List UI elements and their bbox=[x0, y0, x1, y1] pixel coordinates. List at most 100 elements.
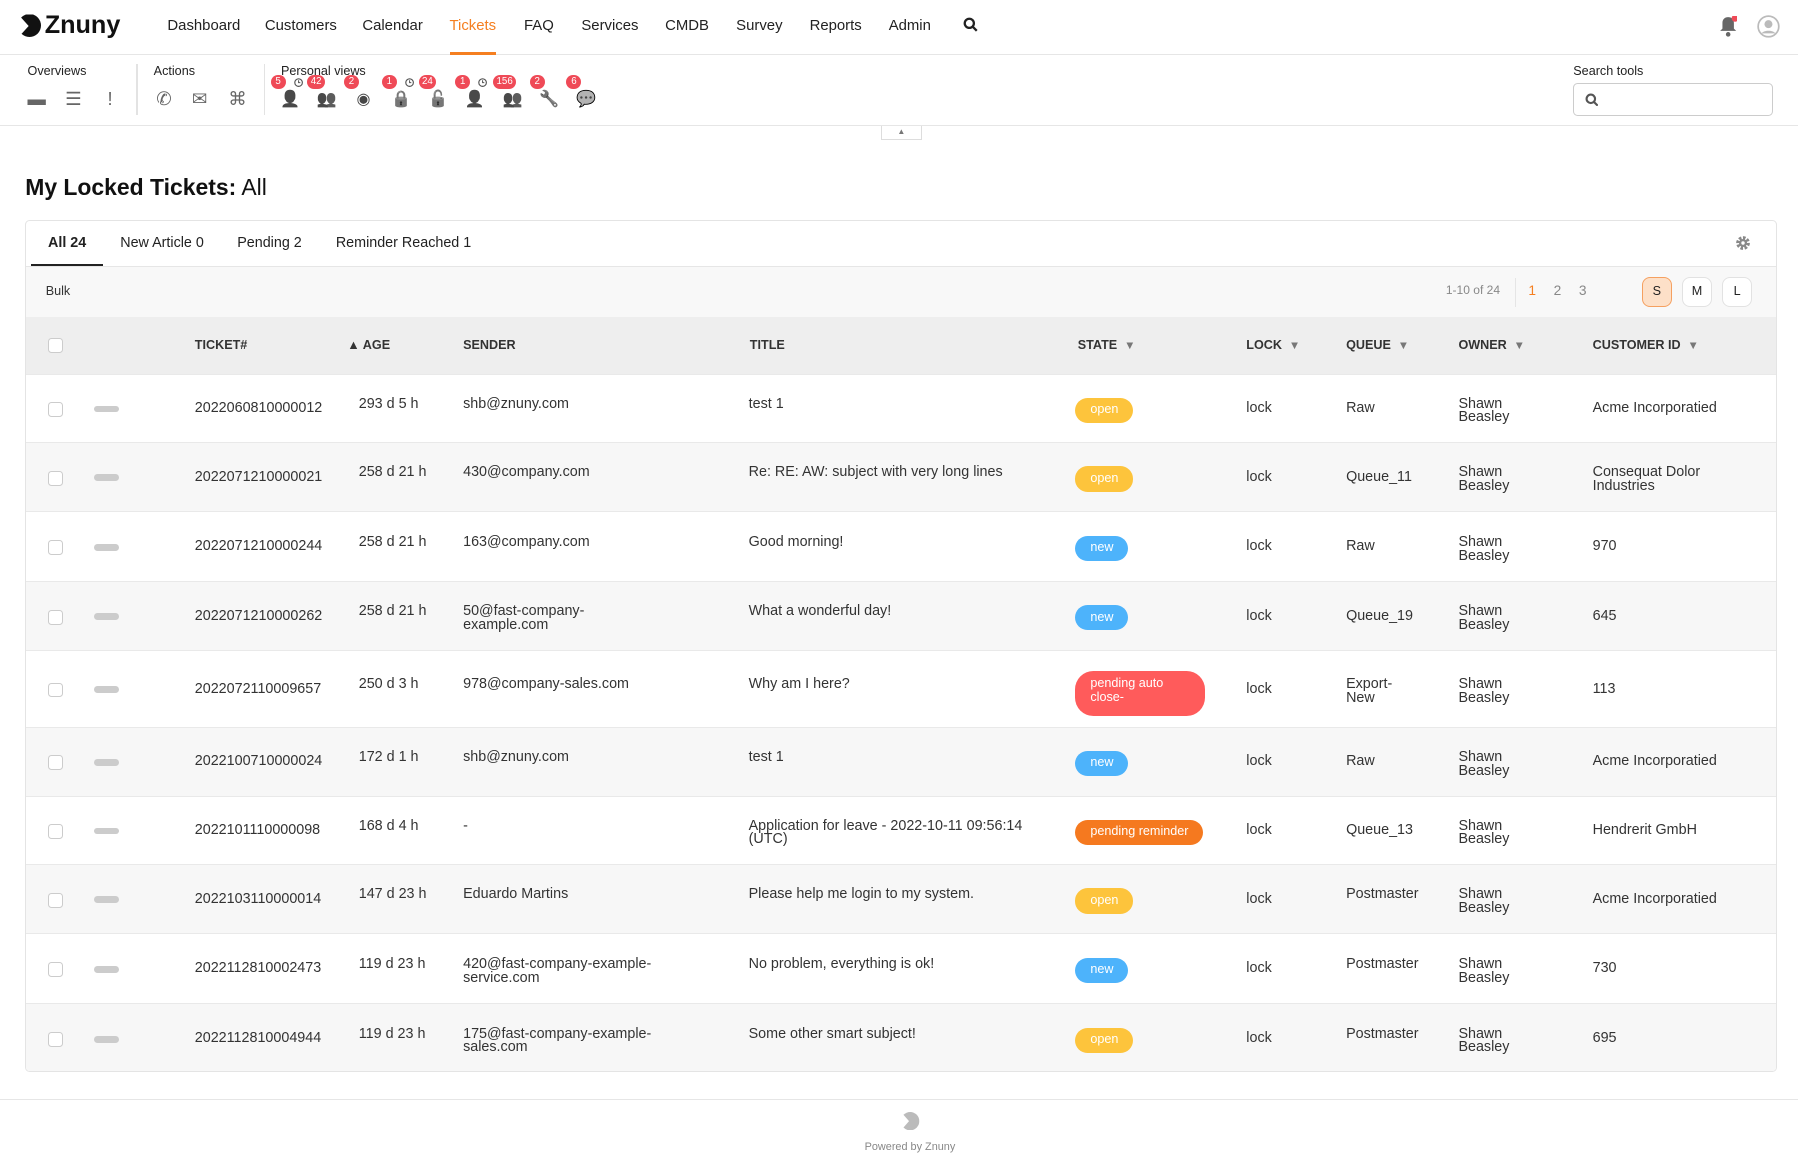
ticket-number[interactable]: 2022071210000262 bbox=[194, 607, 323, 624]
ticket-title[interactable]: Why am I here? bbox=[748, 675, 850, 692]
row-checkbox[interactable] bbox=[48, 962, 63, 978]
ticket-number[interactable]: 2022101110000098 bbox=[194, 822, 321, 839]
page-link-1[interactable]: 1 bbox=[1528, 282, 1537, 298]
ticket-number[interactable]: 2022100710000024 bbox=[194, 753, 323, 770]
column-header-owner[interactable]: OWNER ▼ bbox=[1458, 338, 1525, 352]
collapse-toolbar-toggle[interactable]: ▲ bbox=[880, 126, 922, 140]
filter-icon[interactable]: ▼ bbox=[1397, 340, 1410, 353]
settings-gear-icon[interactable] bbox=[1735, 235, 1751, 255]
row-size-l-button[interactable]: L bbox=[1722, 277, 1752, 307]
column-header-title[interactable]: TITLE bbox=[749, 338, 785, 353]
ticket-number[interactable]: 2022071210000244 bbox=[194, 538, 323, 555]
column-header-customer-id[interactable]: CUSTOMER ID ▼ bbox=[1593, 338, 1699, 352]
nav-cmdb[interactable]: CMDB bbox=[665, 18, 709, 34]
row-size-m-button[interactable]: M bbox=[1682, 277, 1712, 307]
column-header-ticket[interactable]: TICKET# bbox=[194, 338, 248, 353]
ticket-title[interactable]: What a wonderful day! bbox=[748, 603, 892, 620]
table-row[interactable]: 2022060810000012 293 d 5 h shb@znuny.com… bbox=[26, 373, 1777, 443]
ticket-title[interactable]: Some other smart subject! bbox=[748, 1025, 916, 1042]
filter-icon[interactable]: ▼ bbox=[1124, 340, 1136, 353]
select-all-checkbox[interactable] bbox=[48, 338, 63, 353]
table-row[interactable]: 2022103110000014 147 d 23 h Eduardo Mart… bbox=[26, 864, 1777, 934]
table-row[interactable]: 2022072110009657 250 d 3 h 978@company-s… bbox=[26, 650, 1777, 727]
user-avatar-icon[interactable] bbox=[1757, 15, 1780, 42]
table-row[interactable]: 2022112810002473 119 d 23 h 420@fast-com… bbox=[26, 933, 1777, 1004]
column-header-age[interactable]: ▲ AGE bbox=[347, 338, 391, 353]
znuny-logo[interactable]: Znuny bbox=[18, 11, 120, 40]
row-checkbox[interactable] bbox=[48, 540, 63, 556]
ticket-number[interactable]: 2022071210000021 bbox=[194, 468, 323, 485]
filter-icon[interactable]: ▼ bbox=[1513, 340, 1525, 353]
owner-all-icon[interactable]: 👥 156 bbox=[493, 74, 524, 110]
table-row[interactable]: 2022071210000244 258 d 21 h 163@company.… bbox=[26, 511, 1777, 582]
page-link-2[interactable]: 2 bbox=[1553, 282, 1562, 298]
nav-customers[interactable]: Customers bbox=[264, 18, 337, 34]
exclamation-icon[interactable]: ! bbox=[99, 89, 122, 110]
nav-services[interactable]: Services bbox=[581, 18, 639, 34]
search-icon[interactable] bbox=[963, 17, 978, 37]
page-link-3[interactable]: 3 bbox=[1578, 282, 1587, 298]
search-tools-input[interactable] bbox=[1573, 82, 1773, 116]
filter-icon[interactable]: ▼ bbox=[1687, 340, 1699, 353]
ticket-number[interactable]: 2022112810004944 bbox=[194, 1030, 322, 1047]
table-row[interactable]: 2022100710000024 172 d 1 h shb@znuny.com… bbox=[26, 726, 1777, 796]
row-checkbox[interactable] bbox=[48, 402, 63, 418]
row-checkbox[interactable] bbox=[48, 470, 63, 486]
row-checkbox[interactable] bbox=[48, 892, 63, 908]
nav-faq[interactable]: FAQ bbox=[524, 18, 554, 34]
locked-all-icon[interactable]: 🔓 24 bbox=[418, 74, 450, 110]
folder-icon[interactable]: ▬ bbox=[25, 89, 48, 110]
envelope-icon[interactable]: ✉ bbox=[188, 89, 211, 110]
ticket-number[interactable]: 2022072110009657 bbox=[194, 680, 322, 697]
bulk-action-link[interactable]: Bulk bbox=[45, 284, 71, 299]
ticket-title[interactable]: Application for leave - 2022-10-11 09:56… bbox=[748, 817, 1023, 848]
owner-user-icon[interactable]: 👤 1 bbox=[455, 74, 488, 110]
nav-dashboard[interactable]: Dashboard bbox=[167, 18, 241, 34]
column-header-queue[interactable]: QUEUE ▼ bbox=[1346, 338, 1409, 352]
chat-bubble-icon[interactable]: 💬 6 bbox=[566, 74, 597, 110]
table-row[interactable]: 2022071210000262 258 d 21 h 50@fast-comp… bbox=[26, 581, 1777, 651]
ticket-number[interactable]: 2022060810000012 bbox=[194, 400, 323, 417]
ticket-number[interactable]: 2022112810002473 bbox=[194, 960, 322, 977]
ticket-title[interactable]: test 1 bbox=[748, 395, 784, 412]
row-size-s-button[interactable]: S bbox=[1641, 277, 1672, 307]
column-header-state[interactable]: STATE ▼ bbox=[1078, 338, 1136, 352]
ticket-number[interactable]: 2022103110000014 bbox=[194, 890, 322, 907]
nav-calendar[interactable]: Calendar bbox=[362, 18, 423, 34]
tab-3[interactable]: Reminder Reached 1 bbox=[335, 235, 472, 252]
nav-survey[interactable]: Survey bbox=[736, 18, 783, 34]
sitemap-icon[interactable]: ⌘ bbox=[226, 89, 249, 110]
filter-icon[interactable]: ▼ bbox=[1288, 340, 1301, 353]
notification-bell-icon[interactable] bbox=[1719, 14, 1739, 41]
ordered-list-icon[interactable]: ☰ bbox=[62, 89, 85, 110]
nav-tickets[interactable]: Tickets bbox=[449, 0, 497, 56]
ticket-title[interactable]: test 1 bbox=[748, 748, 784, 765]
table-row[interactable]: 2022112810004944 119 d 23 h 175@fast-com… bbox=[26, 1003, 1777, 1072]
phone-icon[interactable]: ✆ bbox=[153, 89, 176, 110]
ticket-title[interactable]: No problem, everything is ok! bbox=[748, 955, 935, 972]
table-row[interactable]: 2022071210000021 258 d 21 h 430@company.… bbox=[26, 442, 1777, 512]
locked-lock-icon[interactable]: 🔒 1 bbox=[381, 74, 414, 110]
table-row[interactable]: 2022101110000098 168 d 4 h - Application… bbox=[26, 795, 1777, 865]
watched-eye-icon[interactable]: ◉ 2 bbox=[344, 74, 375, 110]
tab-0[interactable]: All 24 bbox=[30, 221, 104, 266]
column-header-lock[interactable]: LOCK ▼ bbox=[1246, 338, 1300, 352]
powered-by-text[interactable]: Powered by Znuny bbox=[864, 1140, 956, 1153]
tab-2[interactable]: Pending 2 bbox=[237, 235, 302, 252]
row-checkbox[interactable] bbox=[48, 609, 63, 625]
row-checkbox[interactable] bbox=[48, 1032, 63, 1048]
column-header-sender[interactable]: SENDER bbox=[463, 338, 516, 353]
responsible-new-icon[interactable]: 👤 5 bbox=[270, 74, 303, 110]
ticket-title[interactable]: Good morning! bbox=[748, 533, 844, 550]
row-checkbox[interactable] bbox=[48, 824, 63, 840]
nav-reports[interactable]: Reports bbox=[809, 18, 862, 34]
wrench-icon[interactable]: 🔧 2 bbox=[529, 74, 561, 110]
ticket-title[interactable]: Please help me login to my system. bbox=[748, 886, 974, 903]
tab-1[interactable]: New Article 0 bbox=[120, 235, 204, 252]
row-checkbox[interactable] bbox=[48, 755, 63, 771]
ticket-title[interactable]: Re: RE: AW: subject with very long lines bbox=[748, 464, 1003, 481]
folder-icon-glyph: ▬ bbox=[27, 89, 46, 110]
nav-admin[interactable]: Admin bbox=[888, 18, 931, 34]
row-checkbox[interactable] bbox=[48, 682, 63, 698]
responsible-all-icon[interactable]: 👥 42 bbox=[307, 74, 338, 110]
